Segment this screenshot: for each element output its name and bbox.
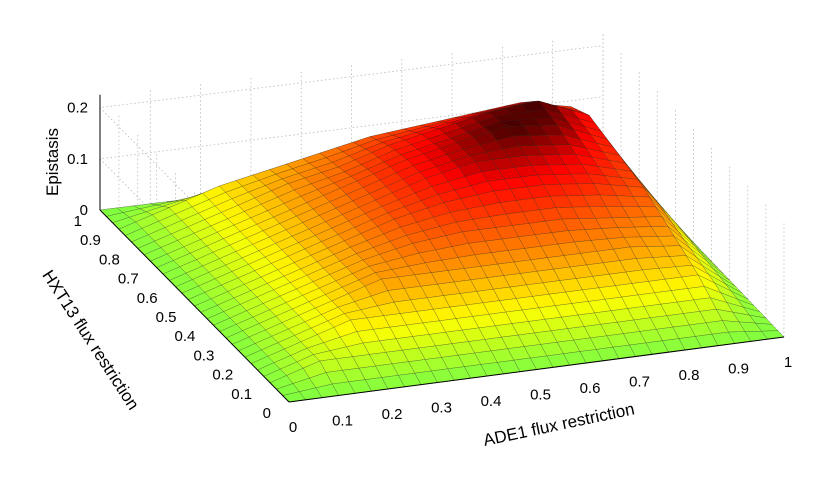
y-tick-label-0: 0 bbox=[263, 405, 271, 422]
x-tick-label-4: 0.4 bbox=[481, 393, 502, 410]
z-axis-label: Epistasis bbox=[43, 128, 62, 196]
x-tick-label-3: 0.3 bbox=[431, 400, 452, 417]
y-tick-label-10: 1 bbox=[74, 213, 82, 230]
y-tick-label-2: 0.2 bbox=[212, 367, 233, 384]
z-tick-label-2: 0.2 bbox=[67, 100, 88, 117]
x-tick-label-6: 0.6 bbox=[580, 380, 601, 397]
y-tick-label-9: 0.9 bbox=[80, 232, 101, 249]
y-tick-label-1: 0.1 bbox=[231, 386, 252, 403]
x-tick-label-2: 0.2 bbox=[382, 406, 403, 423]
y-tick-label-5: 0.5 bbox=[156, 309, 177, 326]
x-axis-line bbox=[288, 336, 785, 403]
x-tick-label-10: 1 bbox=[784, 354, 792, 371]
z-tick-label-1: 0.1 bbox=[67, 151, 88, 168]
y-tick-label-4: 0.4 bbox=[175, 328, 196, 345]
x-axis-label: ADE1 flux restriction bbox=[482, 399, 637, 450]
surface-layer bbox=[99, 100, 785, 403]
y-tick-label-7: 0.7 bbox=[118, 271, 139, 288]
x-tick-label-1: 0.1 bbox=[332, 413, 353, 430]
x-tick-label-5: 0.5 bbox=[530, 387, 551, 404]
x-tick-label-0: 0 bbox=[289, 419, 297, 436]
y-axis-label: HXT13 flux restriction bbox=[38, 267, 142, 414]
y-axis-line bbox=[99, 209, 290, 403]
axis-layer: 0 0.1 0.2 0.3 0.4 0.5 0.6 0.7 0.8 0.9 100.10.20.30… bbox=[67, 94, 792, 436]
y-tick-label-8: 0.8 bbox=[99, 251, 120, 268]
x-tick-label-9: 0.9 bbox=[728, 361, 749, 378]
y-tick-label-3: 0.3 bbox=[193, 347, 214, 364]
x-tick-label-7: 0.7 bbox=[629, 374, 650, 391]
z-tick-label-0: 0 bbox=[80, 202, 88, 219]
x-tick-label-8: 0.8 bbox=[679, 367, 700, 384]
y-tick-label-6: 0.6 bbox=[137, 290, 158, 307]
